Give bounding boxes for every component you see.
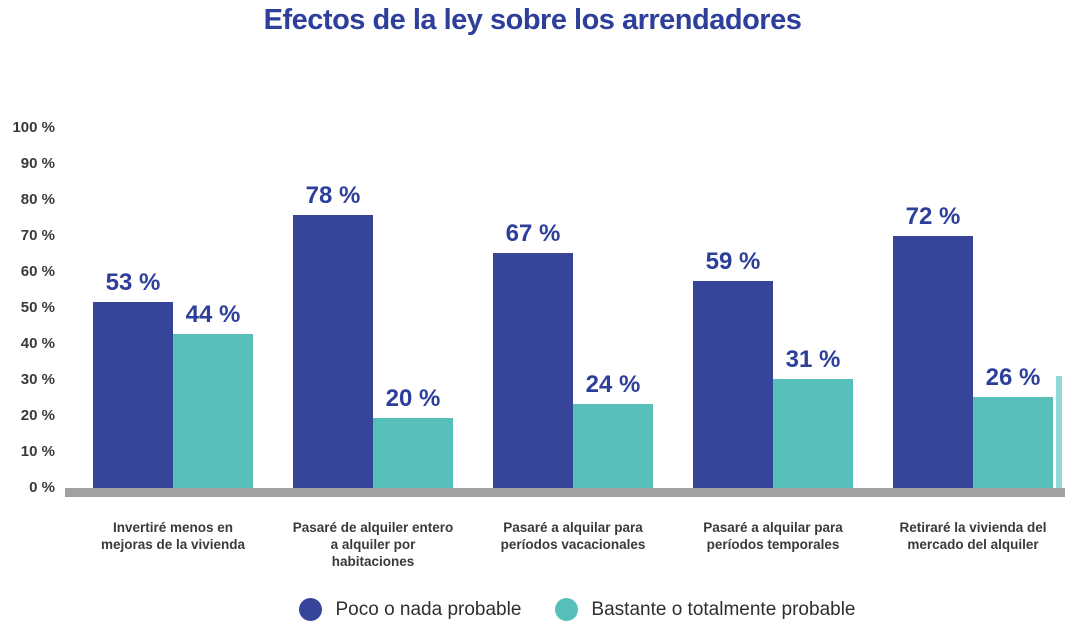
bar-value-label: 44 % [185,301,241,328]
bar-bastante-o-totalmente-group3 [573,404,653,488]
bar-value-label: 78 % [305,182,361,209]
x-axis-category-label: Pasaré de alquiler entero a alquiler por… [292,520,454,569]
cropped-bar-sliver [1056,376,1062,488]
bar-bastante-o-totalmente-group2 [373,418,453,488]
bar-value-label: 20 % [385,385,441,412]
y-axis-tick-label: 60 % [20,263,55,280]
bar-bastante-o-totalmente-group1 [173,334,253,488]
bar-value-label: 67 % [505,220,561,247]
legend-item-bastante-o-totalmente: Bastante o totalmente probable [555,598,856,621]
y-axis-tick-label: 50 % [20,299,55,316]
legend-item-poco-o-nada: Poco o nada probable [299,598,521,621]
y-axis-tick-label: 90 % [20,155,55,172]
y-axis-tick-label: 20 % [20,407,55,424]
y-axis-tick-label: 0 % [29,479,55,496]
legend-dot-teal-icon [555,598,579,621]
y-axis-tick-label: 10 % [20,443,55,460]
bar-poco-o-nada-group2 [293,215,373,488]
x-axis-baseline [65,488,1065,497]
y-axis-tick-label: 40 % [20,335,55,352]
y-axis-tick-label: 80 % [20,191,55,208]
bar-poco-o-nada-group1 [93,302,173,488]
bar-poco-o-nada-group5 [893,236,973,488]
bar-value-label: 53 % [105,269,161,296]
chart-title: Efectos de la ley sobre los arrendadores [263,4,802,36]
legend-dot-blue-icon [299,598,323,621]
bar-value-label: 59 % [705,248,761,275]
legend-label: Poco o nada probable [335,598,522,620]
bar-bastante-o-totalmente-group5 [973,397,1053,488]
bar-poco-o-nada-group4 [693,281,773,488]
x-axis-category-label: Pasaré a alquilar para períodos temporal… [703,520,843,552]
legend-label: Bastante o totalmente probable [591,598,856,620]
legend: Poco o nada probable Bastante o totalmen… [45,598,1065,621]
x-axis-category-label: Pasaré a alquilar para períodos vacacion… [500,520,646,552]
x-axis-category-label: Retiraré la vivienda del mercado del alq… [899,520,1047,552]
y-axis-tick-label: 100 % [12,119,55,136]
bar-bastante-o-totalmente-group4 [773,379,853,488]
bar-value-label: 31 % [785,346,841,373]
bar-value-label: 24 % [585,371,641,398]
bar-value-label: 26 % [985,364,1041,391]
bar-poco-o-nada-group3 [493,253,573,488]
x-axis-category-label: Invertiré menos en mejoras de la viviend… [100,520,246,552]
y-axis-tick-label: 70 % [20,227,55,244]
bar-value-label: 72 % [905,203,961,230]
y-axis-tick-label: 30 % [20,371,55,388]
